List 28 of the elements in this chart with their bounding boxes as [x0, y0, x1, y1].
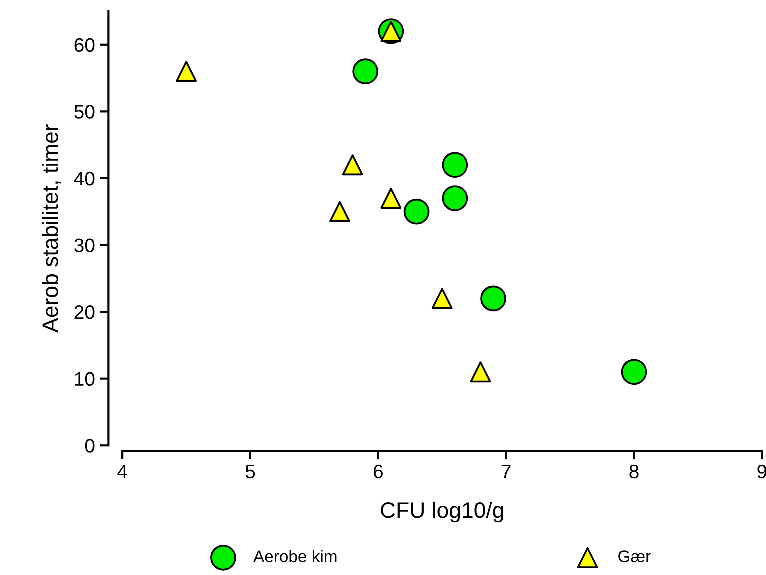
- y-tick-label: 50: [74, 105, 95, 119]
- y-tick-label: 20: [74, 306, 95, 320]
- y-tick-label: 0: [85, 439, 95, 453]
- y-tick-label: 30: [74, 238, 95, 252]
- point: [330, 201, 351, 222]
- point: [432, 288, 453, 310]
- x-tick-label: 8: [630, 464, 639, 479]
- x-tick-label: 4: [118, 465, 128, 478]
- point: [442, 186, 468, 212]
- y-tick-label: 10: [75, 372, 95, 386]
- legend-label: Aerobe kim: [254, 550, 337, 562]
- point: [352, 58, 379, 85]
- x-tick-label: 6: [374, 464, 383, 479]
- point: [480, 286, 506, 312]
- y-axis-title: Aerob stabilitet, timer: [42, 124, 61, 333]
- point: [404, 198, 430, 225]
- point: [380, 188, 402, 209]
- point: [621, 359, 648, 386]
- y-tick-label: 60: [74, 38, 95, 52]
- legend-label: Gær: [618, 550, 651, 562]
- x-axis-title: CFU log10/g: [381, 502, 504, 523]
- x-tick-label: 7: [502, 465, 511, 478]
- y-tick-label: 40: [74, 172, 95, 186]
- point: [342, 154, 364, 176]
- x-tick-label: 5: [246, 465, 256, 479]
- point: [176, 61, 197, 82]
- point: [470, 362, 492, 383]
- point: [442, 152, 468, 178]
